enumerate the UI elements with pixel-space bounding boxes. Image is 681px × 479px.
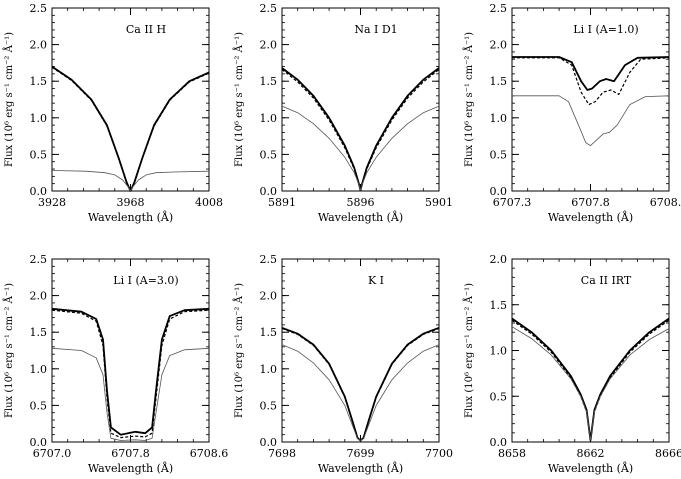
y-tick-label: 0.5 xyxy=(260,399,278,412)
y-tick-label: 1.5 xyxy=(30,75,48,88)
y-tick-label: 2.5 xyxy=(490,2,508,15)
series-line-solid-thick xyxy=(281,67,440,192)
y-axis-label: Flux (10⁶ erg s⁻¹ cm⁻² Å⁻¹) xyxy=(463,283,475,418)
panel-5: 0.0 0.5 1.0 1.5 2.0 2.5 7698 7699 7700 K I Wavelen… xyxy=(233,253,453,475)
x-tick-label: 7700 xyxy=(425,447,453,460)
x-axis-label: Wavelength (Å) xyxy=(548,461,633,475)
panel-1: 0.0 0.5 1.0 1.5 2.0 2.5 3928 3968 4008 Ca II H Wav… xyxy=(3,2,223,224)
x-axis-label: Wavelength (Å) xyxy=(88,461,173,475)
y-tick-label: 2.0 xyxy=(260,39,278,52)
x-tick-label: 8662 xyxy=(577,447,605,460)
series-line-thin xyxy=(51,170,210,192)
x-tick-label: 8658 xyxy=(498,447,526,460)
y-tick-label: 2.0 xyxy=(30,290,48,303)
x-tick-label: 6707.0 xyxy=(33,447,72,460)
y-tick-label: 1.0 xyxy=(30,363,48,376)
y-tick-label: 2.0 xyxy=(490,39,508,52)
y-tick-label: 2.5 xyxy=(260,2,278,15)
series-line-thin xyxy=(511,326,670,441)
panel-2: 0.0 0.5 1.0 1.5 2.0 2.5 5891 5896 5901 Na I D1 Wav… xyxy=(233,2,453,224)
y-axis-label: Flux (10⁶ erg s⁻¹ cm⁻² Å⁻¹) xyxy=(3,32,15,167)
y-tick-label: 0.5 xyxy=(490,148,508,161)
x-axis-label: Wavelength (Å) xyxy=(318,461,403,475)
y-tick-label: 1.5 xyxy=(490,75,508,88)
x-tick-label: 3968 xyxy=(117,196,145,209)
panel-title: Li I (A=3.0) xyxy=(113,274,178,287)
y-axis-label: Flux (10⁶ erg s⁻¹ cm⁻² Å⁻¹) xyxy=(3,283,15,418)
y-tick-label: 1.0 xyxy=(490,345,508,358)
plot-frame xyxy=(281,258,440,443)
x-tick-label: 6707.8 xyxy=(571,196,610,209)
y-tick-label: 0.0 xyxy=(30,436,48,449)
y-tick-label: 1.0 xyxy=(260,112,278,125)
panel-title: Ca II IRT xyxy=(581,274,632,287)
y-tick-label: 2.5 xyxy=(30,253,48,266)
x-tick-label: 4008 xyxy=(195,196,223,209)
series-line-dashed xyxy=(51,66,210,192)
series-line-thin xyxy=(281,105,440,191)
y-tick-label: 1.5 xyxy=(490,299,508,312)
series-line-thin xyxy=(512,95,670,146)
y-tick-label: 1.0 xyxy=(30,112,48,125)
x-tick-label: 6708.3 xyxy=(650,196,681,209)
x-tick-label: 7699 xyxy=(347,447,375,460)
y-tick-label: 0.0 xyxy=(260,436,278,449)
y-tick-label: 1.5 xyxy=(260,326,278,339)
x-tick-label: 6708.6 xyxy=(190,447,229,460)
series-line-thin xyxy=(281,344,440,441)
series-line-solid-thick xyxy=(51,307,210,436)
y-tick-label: 2.0 xyxy=(260,290,278,303)
y-tick-label: 2.0 xyxy=(30,39,48,52)
y-tick-label: 2.0 xyxy=(490,253,508,266)
y-tick-label: 0.0 xyxy=(490,436,508,449)
panel-4: 0.0 0.5 1.0 1.5 2.0 2.5 6707.0 6707.8 6708.6 Li I… xyxy=(3,253,228,475)
y-tick-label: 0.0 xyxy=(260,185,278,198)
x-tick-label: 6707.3 xyxy=(493,196,532,209)
series-line-dashed xyxy=(512,57,670,106)
panel-3: 0.0 0.5 1.0 1.5 2.0 2.5 6707.3 6707.8 6708.3 Li I… xyxy=(463,2,681,224)
y-tick-label: 0.0 xyxy=(30,185,48,198)
x-axis-label: Wavelength (Å) xyxy=(318,210,403,224)
series-line-dashed xyxy=(51,309,210,439)
y-tick-label: 0.5 xyxy=(260,148,278,161)
y-tick-label: 0.5 xyxy=(30,148,48,161)
x-tick-label: 8666 xyxy=(655,447,681,460)
y-tick-label: 1.0 xyxy=(260,363,278,376)
series-line-solid-thick xyxy=(281,326,440,442)
series-line-solid-thick xyxy=(511,317,670,442)
panel-title: Li I (A=1.0) xyxy=(573,23,638,36)
y-tick-label: 2.5 xyxy=(30,2,48,15)
panel-title: Ca II H xyxy=(126,23,166,36)
y-tick-label: 0.5 xyxy=(30,399,48,412)
y-tick-label: 2.5 xyxy=(260,253,278,266)
series-line-solid-thick xyxy=(512,56,670,91)
panel-title: K I xyxy=(368,274,384,287)
x-tick-label: 6707.8 xyxy=(111,447,150,460)
y-tick-label: 0.5 xyxy=(490,390,508,403)
x-axis-label: Wavelength (Å) xyxy=(88,210,173,224)
x-tick-label: 5891 xyxy=(268,196,296,209)
y-tick-label: 1.5 xyxy=(260,75,278,88)
x-tick-label: 7698 xyxy=(268,447,296,460)
y-tick-label: 1.0 xyxy=(490,112,508,125)
y-tick-label: 0.0 xyxy=(490,185,508,198)
y-axis-label: Flux (10⁶ erg s⁻¹ cm⁻² Å⁻¹) xyxy=(463,32,475,167)
panel-6: 0.0 0.5 1.0 1.5 2.0 8658 8662 8666 Ca II IRT Wave… xyxy=(463,253,681,475)
x-tick-label: 5901 xyxy=(425,196,453,209)
y-tick-label: 1.5 xyxy=(30,326,48,339)
x-tick-label: 5896 xyxy=(347,196,375,209)
x-tick-label: 3928 xyxy=(38,196,66,209)
y-axis-label: Flux (10⁶ erg s⁻¹ cm⁻² Å⁻¹) xyxy=(233,283,245,418)
series-line-thin xyxy=(51,347,210,441)
x-axis-label: Wavelength (Å) xyxy=(548,210,633,224)
panel-title: Na I D1 xyxy=(354,23,397,36)
y-axis-label: Flux (10⁶ erg s⁻¹ cm⁻² Å⁻¹) xyxy=(233,32,245,167)
series-line-dashed xyxy=(281,327,440,442)
series-line-dashed xyxy=(511,319,670,441)
